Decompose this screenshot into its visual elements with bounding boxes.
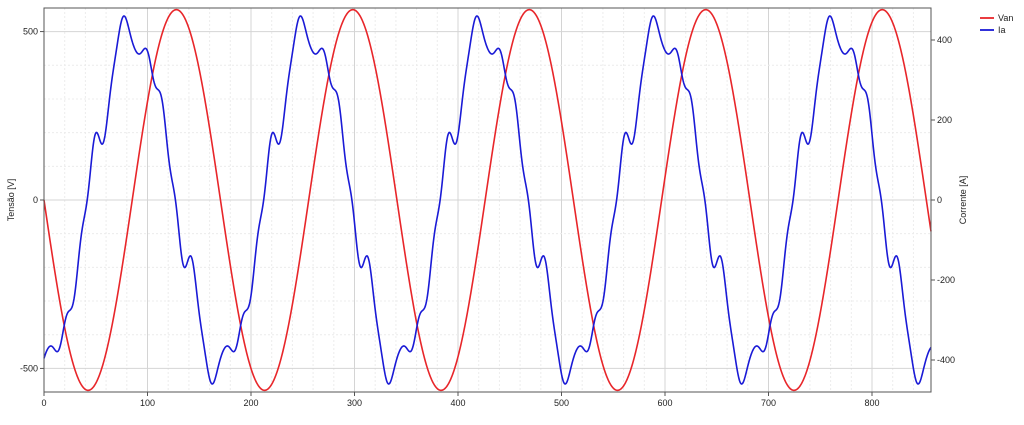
legend-label-van: Van — [998, 13, 1013, 23]
y-left-tick-label: 500 — [23, 27, 38, 37]
y-left-tick-label: 0 — [33, 195, 38, 205]
y-right-axis-label: Corrente [A] — [958, 176, 968, 225]
y-left-tick-label: -500 — [20, 363, 38, 373]
x-tick-label: 100 — [140, 398, 155, 408]
x-tick-label: 500 — [554, 398, 569, 408]
legend-label-ia: Ia — [998, 25, 1006, 35]
x-tick-label: 0 — [41, 398, 46, 408]
y-right-tick-label: -200 — [937, 275, 955, 285]
x-tick-label: 700 — [761, 398, 776, 408]
ticks: 0 100 200 300 400 500 600 700 800 -500 0 500 -400 -20… — [20, 27, 955, 408]
y-right-tick-label: 0 — [937, 195, 942, 205]
x-tick-label: 200 — [243, 398, 258, 408]
series-line-van — [43, 8, 932, 392]
x-tick-label: 600 — [657, 398, 672, 408]
grid — [44, 8, 931, 392]
y-right-tick-label: 200 — [937, 115, 952, 125]
y-right-tick-label: 400 — [937, 35, 952, 45]
y-right-tick-label: -400 — [937, 355, 955, 365]
series-line-ia — [43, 15, 932, 385]
series-layer — [43, 8, 932, 392]
x-tick-label: 400 — [450, 398, 465, 408]
legend: Van Ia — [980, 13, 1013, 35]
x-tick-label: 300 — [347, 398, 362, 408]
x-tick-label: 800 — [864, 398, 879, 408]
y-left-axis-label: Tensão [V] — [6, 179, 16, 222]
